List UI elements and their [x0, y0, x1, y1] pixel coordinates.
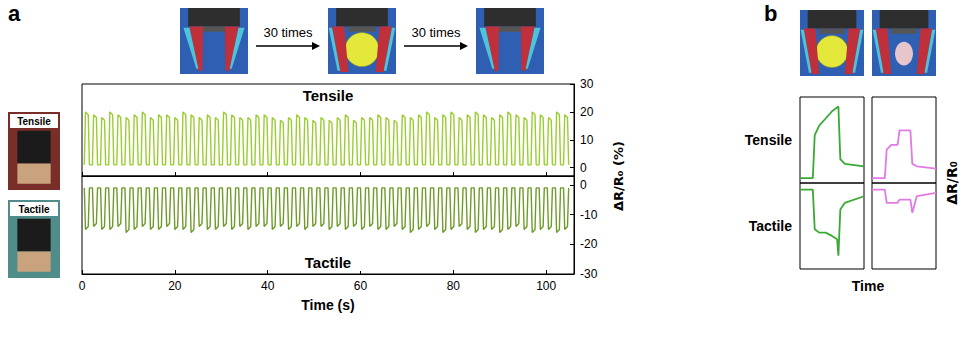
svg-text:100: 100: [536, 279, 556, 293]
svg-text:Tensile: Tensile: [745, 132, 792, 148]
svg-text:20: 20: [168, 279, 182, 293]
svg-text:Tensile: Tensile: [303, 87, 354, 104]
svg-text:10: 10: [580, 133, 594, 147]
svg-text:40: 40: [261, 279, 275, 293]
svg-text:Tensile: Tensile: [17, 116, 51, 127]
svg-text:0: 0: [580, 178, 587, 192]
svg-text:Tactile: Tactile: [749, 218, 793, 234]
svg-text:Tactile: Tactile: [305, 254, 351, 271]
svg-text:b: b: [764, 1, 777, 26]
svg-text:ΔR/R₀ (%): ΔR/R₀ (%): [611, 141, 626, 211]
svg-text:30 times: 30 times: [263, 25, 313, 40]
svg-text:30 times: 30 times: [411, 25, 461, 40]
svg-text:ΔR/R₀: ΔR/R₀: [944, 161, 960, 205]
svg-text:a: a: [8, 1, 21, 26]
svg-text:20: 20: [580, 105, 594, 119]
svg-text:0: 0: [580, 161, 587, 175]
svg-text:Time: Time: [852, 278, 885, 294]
svg-text:-10: -10: [580, 208, 598, 222]
svg-text:-20: -20: [580, 237, 598, 251]
svg-text:Time (s): Time (s): [301, 297, 354, 313]
svg-text:0: 0: [79, 279, 86, 293]
svg-text:80: 80: [447, 279, 461, 293]
svg-text:60: 60: [354, 279, 368, 293]
svg-text:-30: -30: [580, 267, 598, 281]
svg-text:30: 30: [580, 77, 594, 91]
svg-text:Tactile: Tactile: [19, 204, 50, 215]
